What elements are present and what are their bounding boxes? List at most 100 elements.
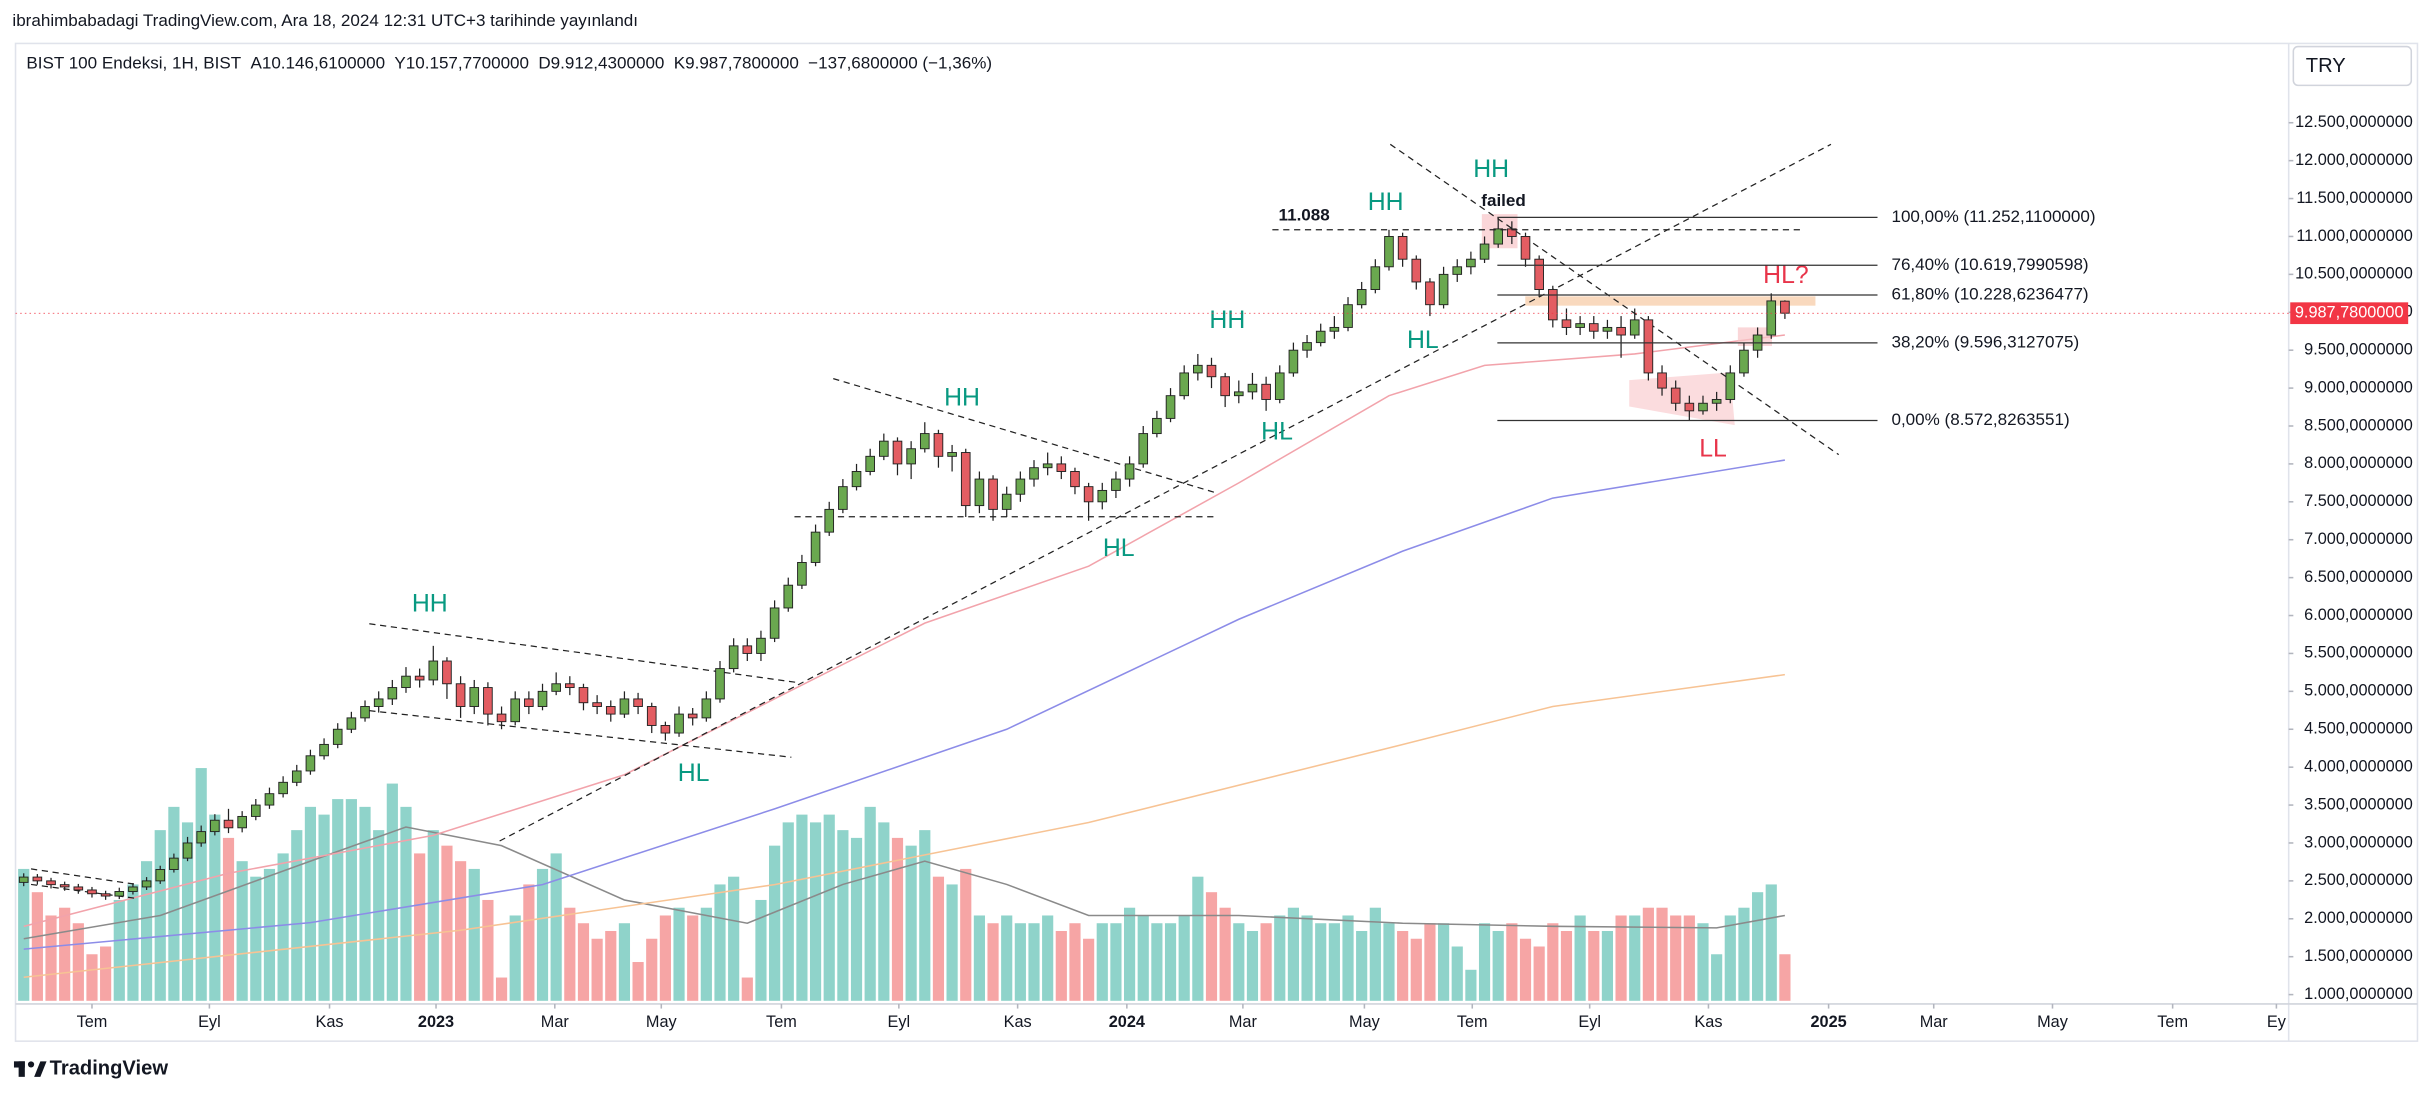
candle-body (524, 698, 534, 707)
candle-body (824, 508, 835, 533)
candle-body (919, 433, 930, 450)
candle-body (1015, 478, 1026, 495)
volume-bar (318, 814, 330, 1001)
x-tick-label: Eyl (888, 1013, 911, 1031)
candle-body (1220, 376, 1230, 397)
candle-body (783, 584, 794, 609)
volume-bar (837, 830, 849, 1001)
volume-bar (1205, 892, 1218, 1001)
currency-label[interactable]: TRY (2306, 55, 2346, 77)
volume-bar (1451, 946, 1463, 1001)
volume-bar (1164, 923, 1177, 1001)
candle-body (742, 645, 753, 654)
y-tick-label: 9.500,0000000 (2304, 340, 2413, 358)
y-tick-label: 11.000,0000000 (2296, 227, 2413, 245)
volume-bar (1779, 954, 1791, 1001)
volume-bar (618, 923, 631, 1001)
moving-average (23, 673, 1785, 979)
y-tick-label: 10.500,0000000 (2295, 265, 2413, 283)
candle-body (73, 886, 84, 891)
annotation: HH (944, 384, 980, 411)
y-tick-label: 11.500,0000000 (2296, 189, 2413, 207)
candle-body (46, 880, 56, 886)
x-tick-label: 2023 (418, 1013, 454, 1031)
volume-bar (987, 923, 999, 1001)
candle-body (1206, 364, 1217, 378)
candle-body (1370, 266, 1381, 290)
fib-label: 0,00% (8.572,8263551) (1891, 410, 2069, 429)
volume-bar (250, 876, 262, 1001)
volume-bar (1670, 915, 1682, 1001)
currency-button[interactable] (2292, 45, 2413, 87)
candle-body (947, 452, 957, 457)
candle-body (1684, 402, 1695, 412)
candle-body (510, 698, 521, 723)
volume-bar (1574, 915, 1586, 1001)
candle-body (1042, 463, 1053, 469)
candle-body (1507, 228, 1517, 237)
annotation: HL? (1763, 262, 1809, 289)
candle-body (1780, 300, 1790, 314)
volume-bar (946, 884, 958, 1001)
volume-bar (1601, 930, 1614, 1001)
trend-line (369, 710, 792, 758)
candle-body (933, 433, 944, 457)
volume-bar (1724, 915, 1736, 1001)
volume-bar (1055, 930, 1067, 1001)
volume-bar (195, 768, 207, 1001)
last-price-tag (2290, 302, 2409, 325)
volume-bar (59, 907, 71, 1001)
candle-body (1520, 235, 1531, 260)
last-price-label: 9.987,7800000 (2295, 303, 2404, 321)
candle-body (756, 637, 766, 654)
volume-bar (1315, 923, 1327, 1001)
x-tick-label: Ey (2267, 1013, 2287, 1031)
candle-body (892, 440, 903, 465)
candle-body (401, 675, 411, 689)
logo-part (27, 1061, 35, 1068)
l-label: D (538, 53, 550, 72)
candle-body (210, 819, 220, 833)
l-value: 9.912,4300000 (551, 53, 665, 72)
volume-bar (236, 861, 248, 1001)
c-label: K (674, 53, 686, 72)
y-tick-label: 2.500,0000000 (2304, 871, 2413, 889)
volume-bar (386, 783, 398, 1001)
candle-body (1152, 417, 1162, 435)
candle-body (537, 690, 548, 707)
x-tick-label: Mar (1229, 1013, 1258, 1031)
trend-line (499, 143, 1832, 842)
moving-average (23, 334, 1785, 928)
volume-bar (1738, 907, 1750, 1001)
x-tick-label: Kas (316, 1013, 344, 1031)
x-tick-label: May (1349, 1013, 1381, 1031)
publisher-line: ibrahimbabadagi TradingView.com, Ara 18,… (12, 11, 638, 30)
volume-bar (536, 868, 549, 1001)
candle-body (155, 869, 166, 882)
volume-bar (809, 822, 822, 1001)
volume-bar (1438, 923, 1450, 1001)
zone (1629, 372, 1735, 426)
candle-body (1397, 235, 1408, 260)
trend-line (369, 623, 800, 684)
volume-bar (1246, 930, 1259, 1001)
candle-body (960, 452, 971, 507)
volume-ma (23, 826, 1786, 940)
annotations: HH HH HH HH HH HL HL HL HL LL HL? failed (412, 156, 1809, 787)
candle-body (797, 561, 807, 586)
volume-bar (919, 830, 931, 1001)
x-tick-label: Mar (1920, 1013, 1949, 1031)
volume-bar (263, 868, 276, 1001)
y-tick-label: 12.000,0000000 (2295, 151, 2413, 169)
trend-line (833, 378, 1219, 495)
volume-bar (646, 938, 658, 1001)
legend-line: BIST 100 Endeksi, 1H, BIST A10.146,610000… (26, 53, 992, 72)
volume-bar (632, 962, 644, 1001)
volume-bar (1110, 923, 1122, 1001)
volume-bar (878, 822, 890, 1001)
y-tick-label: 5.000,0000000 (2304, 682, 2413, 700)
candle-body (810, 531, 821, 563)
candle-body (565, 683, 575, 689)
candle-body (1588, 323, 1599, 332)
candle-body (865, 455, 875, 472)
